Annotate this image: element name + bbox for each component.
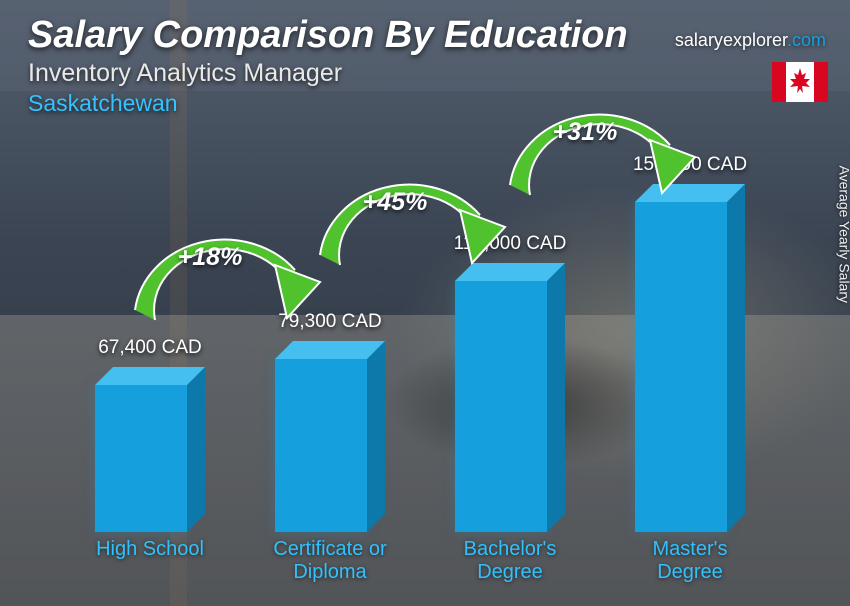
bar-side — [547, 263, 565, 532]
bar: 79,300 CAD — [275, 359, 385, 532]
bar-side — [727, 184, 745, 532]
bar-group: 67,400 CAD High School — [60, 200, 240, 586]
bar-top — [275, 341, 385, 359]
bar-value: 79,300 CAD — [278, 311, 382, 333]
bar-front — [455, 281, 547, 532]
bar-group: 79,300 CAD Certificate orDiploma — [240, 200, 420, 586]
brand-mid: explorer — [723, 30, 787, 50]
bar-label: Bachelor'sDegree — [464, 538, 557, 586]
bar-front — [95, 385, 187, 532]
chart-title: Salary Comparison By Education — [28, 14, 628, 57]
bar-chart: 67,400 CAD High School 79,300 CAD Certifica… — [60, 200, 780, 586]
bar-side — [187, 367, 205, 532]
bar-value: 151,000 CAD — [633, 154, 747, 176]
bar: 115,000 CAD — [455, 281, 565, 532]
brand-text: salaryexplorer.com — [675, 30, 826, 51]
bar-top — [635, 184, 745, 202]
bar-side — [367, 341, 385, 532]
bar: 67,400 CAD — [95, 385, 205, 532]
flag-right-bar — [814, 62, 828, 102]
bar-wrap: 115,000 CAD — [420, 200, 600, 532]
chart-region: Saskatchewan — [28, 90, 628, 117]
bar-label: High School — [96, 538, 204, 586]
bar-group: 151,000 CAD Master'sDegree — [600, 200, 780, 586]
bar-value: 67,400 CAD — [98, 337, 202, 359]
bar-front — [275, 359, 367, 532]
bar-label: Certificate orDiploma — [273, 538, 386, 586]
bar-value: 115,000 CAD — [454, 233, 567, 255]
bar-top — [95, 367, 205, 385]
bar-wrap: 79,300 CAD — [240, 200, 420, 532]
header: Salary Comparison By Education Inventory… — [28, 14, 628, 117]
flag-left-bar — [772, 62, 786, 102]
y-axis-label: Average Yearly Salary — [836, 166, 850, 304]
canada-flag-icon — [772, 62, 828, 102]
bar: 151,000 CAD — [635, 202, 745, 532]
brand-prefix: salary — [675, 30, 723, 50]
bar-wrap: 151,000 CAD — [600, 200, 780, 532]
bar-label: Master'sDegree — [653, 538, 728, 586]
chart-subtitle: Inventory Analytics Manager — [28, 59, 628, 88]
bar-top — [455, 263, 565, 281]
bar-group: 115,000 CAD Bachelor'sDegree — [420, 200, 600, 586]
bar-wrap: 67,400 CAD — [60, 200, 240, 532]
bar-front — [635, 202, 727, 532]
brand-suffix: .com — [787, 30, 826, 50]
